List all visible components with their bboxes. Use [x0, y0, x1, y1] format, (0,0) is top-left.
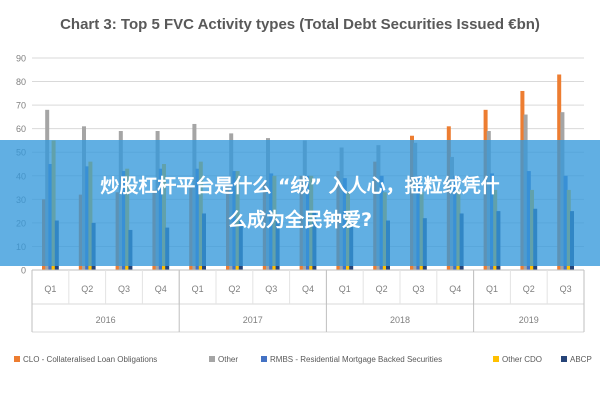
x-tick-label: Q3 — [265, 284, 277, 294]
x-tick-label: Q3 — [560, 284, 572, 294]
legend-label: ABCP — [570, 355, 592, 364]
legend-item: Other — [209, 355, 238, 364]
x-tick-label: Q4 — [302, 284, 314, 294]
year-group-label: 2019 — [519, 315, 539, 325]
legend-label: RMBS - Residential Mortgage Backed Secur… — [270, 355, 442, 364]
legend-swatch — [493, 356, 499, 362]
x-tick-label: Q2 — [376, 284, 388, 294]
legend-item: Other CDO — [493, 355, 542, 364]
legend-swatch — [209, 356, 215, 362]
x-tick-label: Q3 — [118, 284, 130, 294]
x-tick-label: Q1 — [486, 284, 498, 294]
overlay-banner[interactable]: 炒股杠杆平台是什么 “绒” 入人心，摇粒绒凭什 么成为全民钟爱? — [0, 140, 600, 266]
chart-title: Chart 3: Top 5 FVC Activity types (Total… — [60, 16, 540, 33]
x-tick-label: Q4 — [449, 284, 461, 294]
year-group-label: 2017 — [243, 315, 263, 325]
overlay-text: 炒股杠杆平台是什么 “绒” 入人心，摇粒绒凭什 么成为全民钟爱? — [20, 169, 580, 237]
y-tick-label: 0 — [21, 266, 26, 276]
x-tick-label: Q3 — [412, 284, 424, 294]
overlay-line-1: 炒股杠杆平台是什么 “绒” 入人心，摇粒绒凭什 — [100, 175, 500, 197]
x-tick-label: Q1 — [44, 284, 56, 294]
x-tick-label: Q1 — [339, 284, 351, 294]
y-tick-label: 90 — [16, 54, 26, 64]
y-tick-label: 70 — [16, 101, 26, 111]
legend-label: Other — [218, 355, 238, 364]
x-tick-label: Q1 — [192, 284, 204, 294]
legend-item: ABCP — [561, 355, 592, 364]
x-axis: Q1 Q2 Q3 Q4 Q1 Q2 Q3 Q4 Q1 Q2 Q3 Q4 Q1 Q2 Q3 2016 2017 20… — [31, 269, 585, 333]
overlay-line-2: 么成为全民钟爱? — [227, 209, 373, 231]
legend: CLO - Collateralised Loan Obligations Oth… — [14, 355, 592, 364]
legend-swatch — [261, 356, 267, 362]
legend-label: Other CDO — [502, 355, 542, 364]
year-group-label: 2018 — [390, 315, 410, 325]
x-tick-label: Q2 — [228, 284, 240, 294]
year-group-label: 2016 — [96, 315, 116, 325]
legend-item: CLO - Collateralised Loan Obligations — [14, 355, 157, 364]
y-tick-label: 60 — [16, 124, 26, 134]
y-tick-label: 80 — [16, 77, 26, 87]
x-tick-label: Q2 — [523, 284, 535, 294]
x-tick-label: Q2 — [81, 284, 93, 294]
legend-label: CLO - Collateralised Loan Obligations — [23, 355, 157, 364]
x-tick-label: Q4 — [155, 284, 167, 294]
legend-swatch — [14, 356, 20, 362]
legend-swatch — [561, 356, 567, 362]
legend-item: RMBS - Residential Mortgage Backed Secur… — [261, 355, 442, 364]
